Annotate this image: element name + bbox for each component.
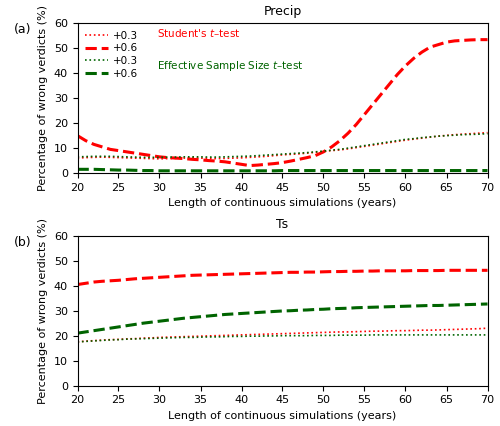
X-axis label: Length of continuous simulations (years): Length of continuous simulations (years) — [168, 199, 396, 208]
Y-axis label: Percentage of wrong verdicts (%): Percentage of wrong verdicts (%) — [38, 218, 48, 404]
Text: Effective Sample Size $t$–test: Effective Sample Size $t$–test — [158, 59, 304, 73]
Text: (b): (b) — [14, 236, 32, 249]
Y-axis label: Percentage of wrong verdicts (%): Percentage of wrong verdicts (%) — [38, 5, 48, 191]
X-axis label: Length of continuous simulations (years): Length of continuous simulations (years) — [168, 411, 396, 421]
Title: Ts: Ts — [276, 218, 288, 230]
Text: Student's $t$–test: Student's $t$–test — [158, 27, 241, 39]
Text: (a): (a) — [14, 23, 32, 37]
Title: Precip: Precip — [264, 5, 302, 18]
Legend: +0.3, +0.6, +0.3, +0.6: +0.3, +0.6, +0.3, +0.6 — [82, 29, 140, 81]
